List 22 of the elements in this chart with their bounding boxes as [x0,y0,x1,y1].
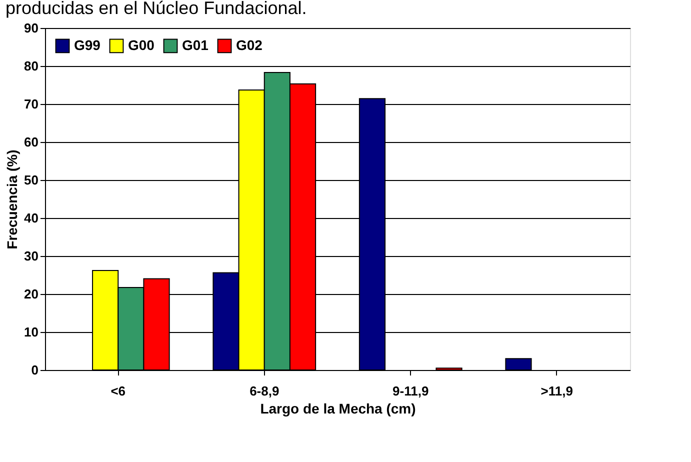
y-axis-title: Frecuencia (%) [4,150,20,250]
legend-label: G01 [182,36,209,53]
legend-label: G99 [74,36,101,53]
y-tick-label: 50 [24,172,38,188]
x-axis-title: Largo de la Mecha (cm) [260,400,416,416]
y-tick-label: 20 [24,286,38,302]
x-tick-label: >11,9 [540,384,573,398]
y-tick-label: 10 [24,324,38,340]
y-tick-label: 60 [24,134,38,150]
y-tick-label: 0 [31,362,38,378]
y-tick-label: 70 [24,96,38,112]
x-tick-label: 6-8,9 [250,384,280,398]
y-tick-label: 30 [24,248,38,264]
x-tick-label: 9-11,9 [392,384,429,398]
bar [505,358,532,370]
chart-title: producidas en el Núcleo Fundacional. [6,0,307,18]
x-tick-label: <6 [110,384,126,398]
legend-label: G00 [128,36,155,53]
y-tick-label: 40 [24,210,38,226]
legend-label: G02 [236,36,263,53]
y-tick-label: 80 [24,58,38,74]
y-tick-label: 90 [24,20,38,36]
